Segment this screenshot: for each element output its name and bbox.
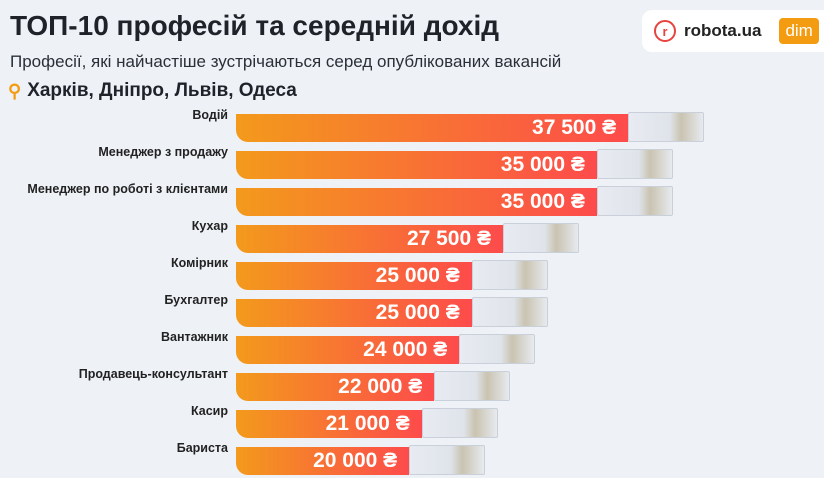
banknote-icon bbox=[434, 371, 511, 401]
page-title: ТОП-10 професій та середній дохід bbox=[10, 10, 500, 41]
category-label: Комірник bbox=[171, 256, 228, 270]
banknote-icon bbox=[471, 260, 548, 290]
bar-row: Продавець-консультант 22 000 ₴ bbox=[0, 367, 824, 401]
banknote-icon bbox=[471, 297, 548, 327]
robota-logo: r robota.ua dim bbox=[642, 10, 824, 52]
bar: 22 000 ₴ bbox=[236, 373, 435, 401]
category-label: Вантажник bbox=[161, 330, 228, 344]
bar: 21 000 ₴ bbox=[236, 410, 422, 438]
banknote-icon bbox=[421, 408, 498, 438]
banknote-icon bbox=[409, 445, 486, 475]
bar: 27 500 ₴ bbox=[236, 225, 504, 253]
bar: 37 500 ₴ bbox=[236, 114, 629, 142]
bar-row: Вантажник 24 000 ₴ bbox=[0, 330, 824, 364]
bar: 24 000 ₴ bbox=[236, 336, 460, 364]
category-label: Бухгалтер bbox=[164, 293, 228, 307]
location: ⚲ Харків, Дніпро, Львів, Одеса bbox=[8, 80, 297, 102]
banknote-icon bbox=[459, 334, 536, 364]
bar-row: Менеджер з продажу 35 000 ₴ bbox=[0, 145, 824, 179]
category-label: Менеджер по роботі з клієнтами bbox=[27, 182, 228, 196]
bar-row: Касир 21 000 ₴ bbox=[0, 404, 824, 438]
banknote-icon bbox=[596, 149, 673, 179]
category-label: Водій bbox=[192, 108, 228, 122]
bar: 35 000 ₴ bbox=[236, 188, 597, 216]
bar-row: Водій 37 500 ₴ bbox=[0, 108, 824, 142]
bar-row: Бариста 20 000 ₴ bbox=[0, 441, 824, 475]
bar: 20 000 ₴ bbox=[236, 447, 410, 475]
bar-row: Бухгалтер 25 000 ₴ bbox=[0, 293, 824, 327]
robota-logo-icon: r bbox=[654, 20, 676, 42]
category-label: Касир bbox=[190, 404, 228, 418]
location-pin-icon: ⚲ bbox=[8, 80, 22, 101]
bar: 25 000 ₴ bbox=[236, 262, 472, 290]
category-label: Менеджер з продажу bbox=[98, 145, 228, 159]
category-label: Кухар bbox=[191, 219, 228, 233]
bar: 25 000 ₴ bbox=[236, 299, 472, 327]
bar-row: Кухар 27 500 ₴ bbox=[0, 219, 824, 253]
location-text: Харків, Дніпро, Львів, Одеса bbox=[27, 80, 297, 101]
banknote-icon bbox=[628, 112, 705, 142]
banknote-icon bbox=[596, 186, 673, 216]
subtitle: Професії, які найчастіше зустрічаються с… bbox=[10, 52, 562, 71]
category-label: Продавець-консультант bbox=[78, 367, 228, 381]
bar-row: Комірник 25 000 ₴ bbox=[0, 256, 824, 290]
logo-text: robota.ua bbox=[684, 21, 762, 40]
banknote-icon bbox=[503, 223, 580, 253]
category-label: Бариста bbox=[176, 441, 228, 455]
partner-logo: dim bbox=[779, 18, 819, 44]
bar: 35 000 ₴ bbox=[236, 151, 597, 179]
bar-row: Менеджер по роботі з клієнтами 35 000 ₴ bbox=[0, 182, 824, 216]
